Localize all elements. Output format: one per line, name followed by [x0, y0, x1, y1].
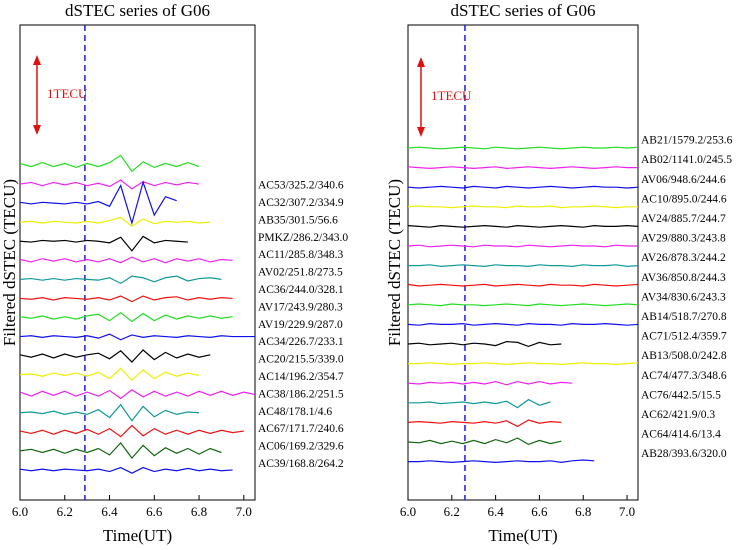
- series-line: [407, 224, 639, 228]
- series-line: [19, 388, 256, 400]
- station-label: AB02/1141.0/245.5: [641, 154, 732, 166]
- scale-label: 1TECU: [47, 86, 88, 101]
- series-line: [407, 322, 639, 326]
- y-axis-label: Filtered dSTEC (TECU): [0, 179, 19, 346]
- station-label: PMKZ/286.2/343.0: [258, 232, 348, 244]
- station-label: AC14/196.2/354.7: [258, 371, 344, 383]
- series-line: [407, 146, 639, 150]
- panel: dSTEC series of G06 Time(UT) Filtered dSTE…: [0, 1, 348, 545]
- series-line: [19, 295, 233, 303]
- series-line: [19, 367, 200, 382]
- plot-frame: [19, 24, 256, 501]
- station-label: AV02/251.8/273.5: [258, 267, 343, 279]
- series-line: [19, 180, 177, 226]
- series-line: [407, 185, 639, 189]
- x-tick-label: 6.6: [146, 504, 163, 519]
- series-line: [19, 179, 200, 190]
- station-label: AC10/895.0/244.6: [641, 193, 727, 205]
- station-label: AC67/171.7/240.6: [258, 423, 344, 435]
- station-label: AC76/442.5/15.5: [641, 389, 721, 401]
- station-label: AC39/168.8/264.2: [258, 458, 344, 470]
- y-axis-label: Filtered dSTEC (TECU): [385, 179, 404, 346]
- station-label: AC11/285.8/348.3: [258, 249, 343, 261]
- x-tick-label: 6.4: [101, 504, 118, 519]
- series-line: [19, 154, 200, 173]
- x-tick-label: 6.0: [400, 504, 416, 519]
- series-line: [19, 256, 233, 264]
- series-line: [19, 311, 233, 323]
- x-tick-label: 6.8: [191, 504, 207, 519]
- x-axis-label: Time(UT): [103, 526, 172, 545]
- station-label: AC74/477.3/348.6: [641, 370, 727, 382]
- series-line: [407, 283, 639, 287]
- station-label: AC32/307.2/334.9: [258, 197, 344, 209]
- station-label: AB21/1579.2/253.6: [641, 135, 733, 147]
- station-label: AB35/301.5/56.6: [258, 214, 338, 226]
- station-label: AV29/880.3/243.8: [641, 233, 726, 245]
- series-line: [19, 216, 211, 227]
- series-line: [407, 437, 562, 446]
- x-tick-label: 6.2: [57, 504, 73, 519]
- station-label: AV36/850.8/244.3: [641, 272, 726, 284]
- station-label: AV34/830.6/243.3: [641, 291, 726, 303]
- series-line: [407, 244, 638, 248]
- station-label: AC34/226.7/233.1: [258, 336, 344, 348]
- x-tick-label: 7.0: [619, 504, 635, 519]
- station-label: AV17/243.9/280.3: [258, 301, 343, 313]
- station-label: AC53/325.2/340.6: [258, 180, 344, 192]
- panel: dSTEC series of G06 Time(UT) Filtered dSTE…: [385, 1, 733, 545]
- station-label: AC36/244.0/328.1: [258, 284, 344, 296]
- series-line: [407, 340, 562, 348]
- series-line: [408, 264, 639, 268]
- x-tick-label: 6.4: [487, 504, 504, 519]
- station-label: AC62/421.9/0.3: [641, 409, 715, 421]
- chart-title: dSTEC series of G06: [451, 1, 596, 20]
- station-label: AC06/169.2/329.6: [258, 441, 344, 453]
- series-line: [408, 398, 551, 409]
- station-label: AB28/393.6/320.0: [641, 448, 727, 460]
- series-line: [408, 459, 595, 464]
- station-label: AC71/512.4/359.7: [641, 331, 727, 343]
- series-line: [19, 235, 188, 252]
- station-label: AV06/948.6/244.6: [641, 174, 726, 186]
- station-label: AV26/878.3/244.2: [641, 252, 726, 264]
- series-line: [407, 419, 562, 428]
- series-line: [407, 380, 573, 386]
- x-tick-label: 6.6: [531, 504, 548, 519]
- station-label: AB14/518.7/270.8: [641, 311, 727, 323]
- station-label: AC20/215.5/339.0: [258, 354, 344, 366]
- station-label: AC38/186.2/251.5: [258, 388, 344, 400]
- series-line: [408, 362, 639, 366]
- scale-label: 1TECU: [431, 88, 472, 103]
- x-tick-label: 6.0: [12, 504, 28, 519]
- series-line: [407, 166, 638, 170]
- x-axis-label: Time(UT): [488, 526, 557, 545]
- series-line: [19, 275, 222, 285]
- station-label: AV24/885.7/244.7: [641, 213, 726, 225]
- series-line: [407, 303, 639, 307]
- series-line: [19, 441, 222, 460]
- plot-frame: [407, 24, 639, 501]
- series-line: [19, 403, 200, 422]
- station-label: AB13/508.0/242.8: [641, 350, 727, 362]
- station-label: AV19/229.9/287.0: [258, 319, 343, 331]
- series-line: [19, 466, 233, 474]
- station-label: AC48/178.1/4.6: [258, 406, 332, 418]
- series-line: [19, 333, 255, 341]
- chart-title: dSTEC series of G06: [65, 1, 210, 20]
- series-line: [19, 349, 211, 363]
- station-label: AC64/414.6/13.4: [641, 429, 721, 441]
- x-tick-label: 6.2: [444, 504, 460, 519]
- series-line: [19, 424, 244, 438]
- x-tick-label: 7.0: [236, 504, 252, 519]
- x-tick-label: 6.8: [575, 504, 591, 519]
- series-line: [407, 205, 638, 209]
